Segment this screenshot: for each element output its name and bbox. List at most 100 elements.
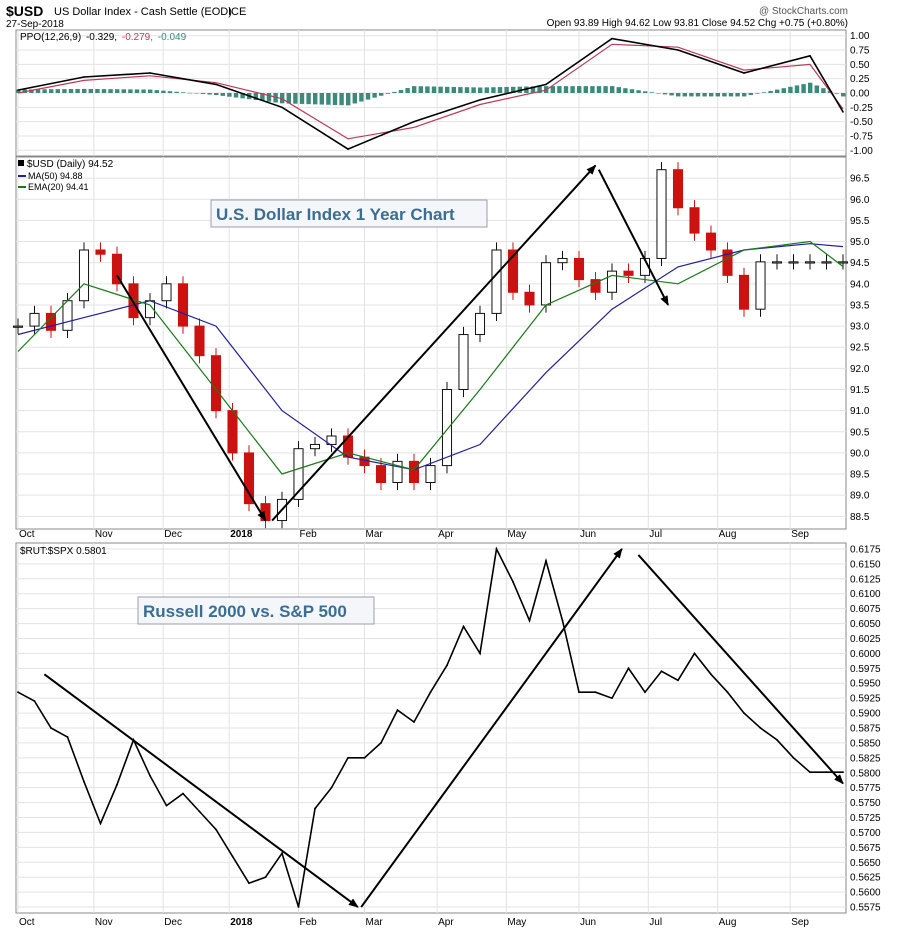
ppo-histogram-bar bbox=[808, 82, 813, 93]
ratio-point bbox=[462, 625, 465, 628]
y-tick-label: 0.5925 bbox=[850, 694, 881, 705]
ppo-histogram-bar bbox=[306, 93, 311, 105]
y-tick-label: 92.5 bbox=[850, 343, 870, 354]
ppo-histogram-bar bbox=[623, 88, 628, 93]
x-month-label: Oct bbox=[19, 917, 35, 928]
header-date: 27-Sep-2018 bbox=[6, 19, 64, 30]
price-candle bbox=[62, 300, 73, 331]
x-month-label: Nov bbox=[95, 529, 113, 540]
ppo-histogram-bar bbox=[676, 93, 681, 97]
y-tick-label: 0.50 bbox=[850, 60, 870, 71]
ppo-histogram-bar bbox=[161, 90, 166, 93]
ppo-histogram-bar bbox=[326, 93, 331, 105]
ppo-histogram-bar bbox=[299, 93, 305, 104]
price-candle bbox=[804, 261, 816, 264]
y-tick-label: 93.5 bbox=[850, 300, 870, 311]
ppo-legend-hist: -0.049 bbox=[158, 32, 187, 43]
ratio-point bbox=[479, 652, 481, 655]
x-month-label: 2018 bbox=[230, 917, 253, 928]
y-tick-label: 0.6100 bbox=[850, 589, 881, 600]
x-month-label: Mar bbox=[366, 529, 384, 540]
y-tick-label: 0.5750 bbox=[850, 798, 881, 809]
y-tick-label: 0.00 bbox=[850, 89, 870, 100]
ppo-histogram-bar bbox=[768, 90, 773, 93]
x-month-label: Sep bbox=[791, 917, 809, 928]
y-tick-label: 0.6000 bbox=[850, 649, 881, 660]
y-tick-label: 88.5 bbox=[850, 512, 870, 523]
y-tick-label: 0.6125 bbox=[850, 574, 881, 585]
ppo-histogram-bar bbox=[841, 93, 846, 97]
price-candle bbox=[738, 274, 750, 310]
ppo-point bbox=[545, 83, 547, 86]
price-candle bbox=[392, 460, 403, 484]
ppo-histogram-bar bbox=[359, 93, 364, 102]
y-tick-label: 0.6025 bbox=[850, 634, 881, 645]
price-candle bbox=[29, 312, 40, 327]
ratio-point bbox=[726, 691, 729, 694]
ratio-point bbox=[545, 560, 547, 562]
ppo-histogram-bar bbox=[68, 89, 74, 93]
ppo-histogram-bar bbox=[742, 93, 747, 97]
ratio-point bbox=[297, 906, 300, 908]
y-tick-label: 94.0 bbox=[850, 279, 870, 290]
ppo-histogram-bar bbox=[788, 86, 793, 93]
ppo-histogram-bar bbox=[669, 93, 674, 96]
ppo-histogram-bar bbox=[62, 89, 67, 93]
ppo-histogram-bar bbox=[29, 89, 34, 93]
price-annotation: U.S. Dollar Index 1 Year Chart bbox=[216, 205, 455, 224]
ppo-histogram-bar bbox=[108, 89, 113, 93]
y-tick-label: 0.5650 bbox=[850, 858, 881, 869]
ratio-point bbox=[149, 774, 151, 777]
ppo-histogram-bar bbox=[200, 93, 206, 94]
x-month-label: 2018 bbox=[230, 529, 253, 540]
ppo-histogram-bar bbox=[563, 86, 569, 93]
ratio-point bbox=[33, 700, 36, 703]
ppo-histogram-bar bbox=[187, 92, 192, 94]
ppo-legend-signal: -0.279, bbox=[122, 32, 153, 43]
price-candle bbox=[540, 262, 552, 306]
y-tick-label: 95.5 bbox=[850, 216, 870, 227]
ppo-histogram-bar bbox=[458, 87, 463, 93]
y-tick-label: 0.5825 bbox=[850, 753, 881, 764]
ppo-histogram-bar bbox=[794, 85, 800, 93]
ppo-histogram-bar bbox=[497, 87, 503, 93]
ppo-histogram-bar bbox=[557, 86, 562, 93]
ppo-histogram-bar bbox=[16, 89, 21, 93]
price-candle bbox=[837, 261, 849, 264]
price-legend-swatch bbox=[18, 160, 24, 166]
ppo-histogram-bar bbox=[629, 89, 635, 93]
price-candle bbox=[491, 249, 502, 314]
x-month-label: Feb bbox=[300, 529, 318, 540]
price-candle bbox=[194, 325, 205, 357]
price-candle bbox=[45, 312, 57, 331]
ratio-point bbox=[792, 756, 795, 759]
ppo-histogram-bar bbox=[537, 86, 542, 93]
ratio-point bbox=[396, 709, 399, 711]
ppo-legend-ppo: -0.329, bbox=[86, 32, 117, 43]
y-tick-label: 91.5 bbox=[850, 385, 870, 396]
ratio-trend-arrow bbox=[637, 554, 844, 785]
price-candle bbox=[524, 291, 535, 306]
x-month-label: Aug bbox=[719, 917, 737, 928]
y-tick-label: 0.75 bbox=[850, 46, 870, 57]
header-ohlc: Open 93.89 High 94.62 Low 93.81 Close 94… bbox=[547, 18, 848, 29]
header-watermark: @ StockCharts.com bbox=[759, 6, 848, 17]
ratio-point bbox=[693, 652, 696, 655]
price-panel bbox=[12, 162, 849, 529]
ratio-point bbox=[66, 736, 69, 738]
x-month-label: Jul bbox=[649, 529, 662, 540]
y-tick-label: 0.5950 bbox=[850, 679, 881, 690]
ratio-point bbox=[809, 771, 811, 774]
ratio-point bbox=[182, 792, 184, 795]
ppo-histogram-bar bbox=[174, 91, 179, 93]
ppo-histogram-bar bbox=[478, 87, 483, 93]
ppo-point bbox=[743, 72, 745, 74]
ppo-histogram-bar bbox=[35, 89, 41, 93]
price-candle bbox=[788, 261, 799, 264]
ratio-point bbox=[50, 727, 52, 729]
axis-labels: 1.00 0.75 0.50 0.25 0.00 -0.25 -0.50 -0.75 -1.00… bbox=[19, 31, 881, 928]
ppo-point bbox=[149, 72, 151, 74]
ratio-point bbox=[116, 783, 118, 786]
y-tick-label: 1.00 bbox=[850, 31, 870, 42]
